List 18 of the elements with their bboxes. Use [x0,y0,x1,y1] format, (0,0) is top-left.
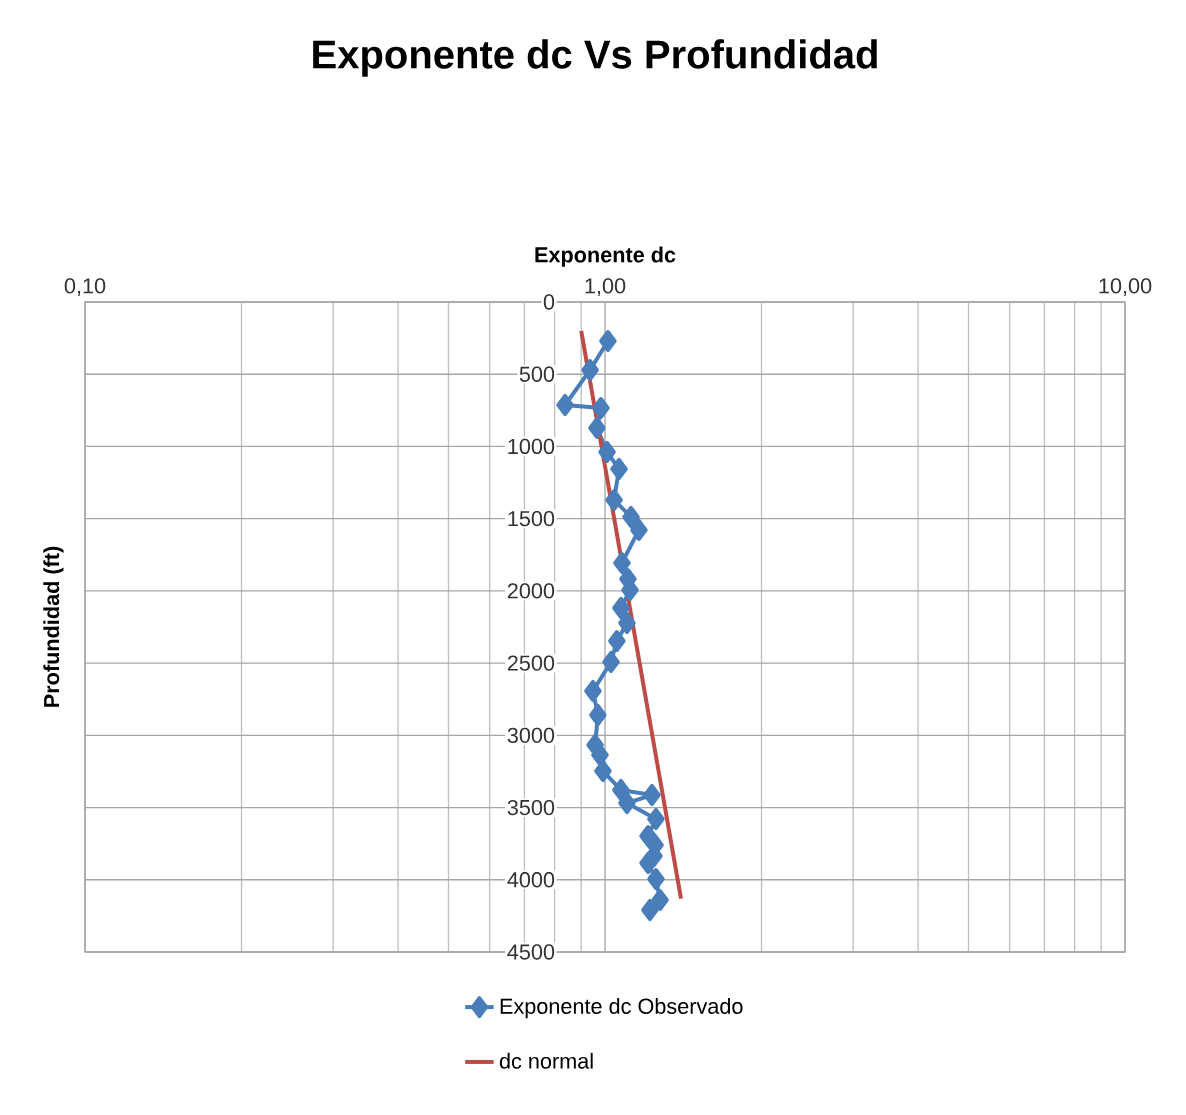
y-tick-label: 4000 [507,872,555,888]
y-tick-label: 2000 [507,583,555,599]
y-tick-label: 0 [543,294,555,310]
y-axis-title: Profundidad (ft) [43,546,64,707]
x-axis-title: Exponente dc [535,246,676,267]
legend-label: dc normal [499,1052,593,1069]
y-tick-label: 1000 [508,438,555,455]
legend-label: Exponente dc Observado [500,997,743,1019]
x-tick-label: 0,10 [64,278,106,297]
x-tick-label: 10,00 [1099,278,1152,297]
y-tick-label: 4500 [507,944,555,960]
y-tick-label: 2500 [507,655,555,671]
x-tick-label: 1,00 [585,278,626,297]
chart-title: Exponente dc Vs Profundidad [313,39,877,77]
y-tick-label: 1500 [508,510,555,527]
y-tick-label: 3500 [507,799,555,816]
y-tick-label: 500 [519,366,555,382]
y-tick-label: 3000 [507,727,555,743]
